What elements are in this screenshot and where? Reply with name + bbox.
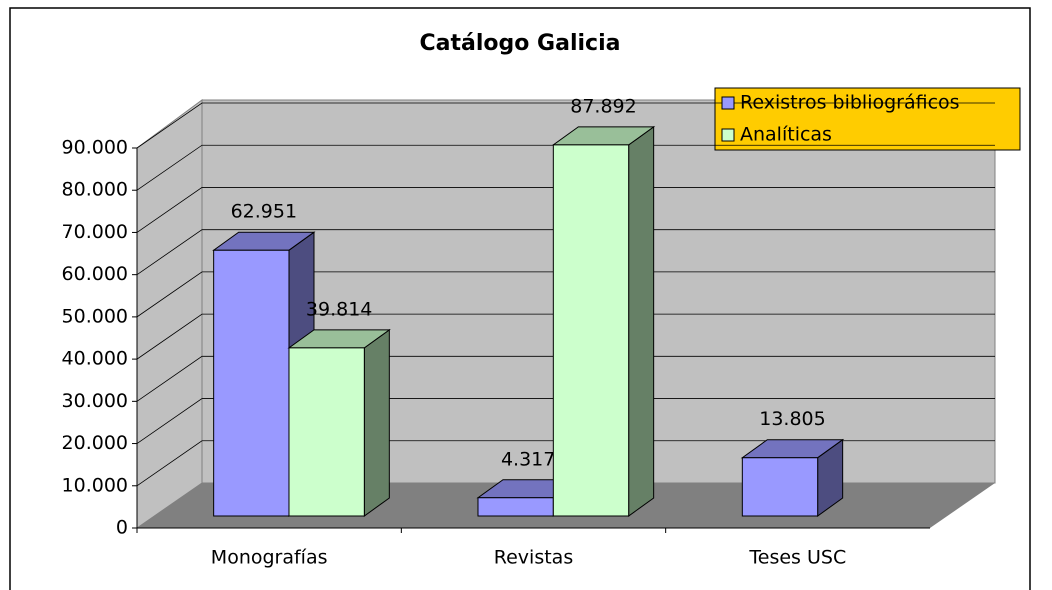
x-tick-label: Revistas [494, 547, 573, 569]
legend-swatch [721, 96, 735, 110]
grid-line [136, 313, 995, 360]
grid-line [136, 355, 995, 402]
y-tick-label: 40.000 [62, 348, 128, 370]
legend-label: Rexistros bibliográficos [740, 92, 960, 114]
data-label: 4.317 [501, 448, 555, 470]
legend-swatch [721, 128, 735, 142]
bar-face [552, 144, 630, 517]
bar-face [628, 125, 655, 517]
y-tick-label: 30.000 [62, 390, 128, 412]
y-tick-label: 0 [116, 517, 128, 539]
y-tick-label: 50.000 [62, 305, 128, 327]
grid-line [136, 144, 995, 191]
data-label: 13.805 [759, 408, 825, 430]
data-label: 87.892 [570, 95, 636, 117]
chart-border [9, 7, 1031, 590]
bar-face [741, 457, 819, 517]
bar [551, 125, 656, 517]
y-tick-label: 70.000 [62, 221, 128, 243]
bar-face [213, 249, 290, 517]
data-label: 62.951 [231, 201, 297, 223]
grid-line [136, 229, 995, 275]
left-wall [136, 99, 203, 529]
grid-line [136, 271, 995, 318]
y-tick-label: 10.000 [62, 474, 128, 496]
data-label: 39.814 [306, 298, 372, 320]
x-tick-label: Teses USC [748, 547, 846, 569]
chart-title: Catálogo Galicia [420, 31, 621, 56]
bar-face [288, 347, 365, 517]
grid-line [136, 440, 995, 487]
y-tick-label: 90.000 [62, 137, 128, 159]
bar [287, 328, 391, 517]
x-tick-label: Monografías [211, 547, 328, 569]
y-tick-label: 60.000 [62, 263, 128, 285]
grid-line [136, 187, 995, 233]
bar-face [477, 497, 554, 517]
y-tick-label: 20.000 [62, 432, 128, 454]
y-tick-label: 80.000 [62, 179, 128, 201]
bar [740, 438, 845, 517]
grid-line [136, 398, 995, 444]
bar-face [363, 328, 390, 517]
legend [714, 87, 1021, 151]
legend-label: Analíticas [740, 124, 832, 146]
